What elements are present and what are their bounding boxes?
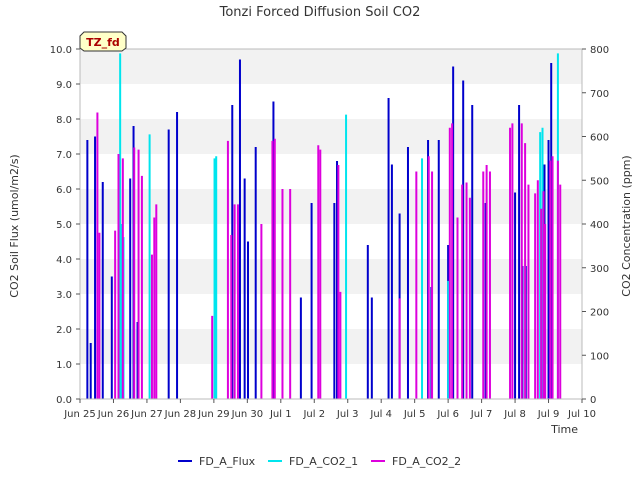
y2-tick-label: 200 bbox=[590, 308, 609, 319]
y-tick-label: 4.0 bbox=[56, 255, 72, 266]
y2-tick-label: 100 bbox=[590, 351, 609, 362]
legend-item: FD_A_CO2_1 bbox=[268, 455, 358, 468]
x-axis-ticks: Jun 25 Jun 26 Jun 27 Jun 28 Jun 29 Jun 30 Jul … bbox=[63, 399, 596, 420]
y2-tick-label: 500 bbox=[590, 176, 609, 187]
y-tick-label: 7.0 bbox=[56, 150, 72, 161]
legend-item: FD_A_CO2_2 bbox=[371, 455, 461, 468]
y-tick-label: 8.0 bbox=[56, 115, 72, 126]
y2-tick-label: 800 bbox=[590, 45, 609, 56]
background-band bbox=[80, 119, 582, 154]
y-tick-label: 6.0 bbox=[56, 185, 72, 196]
background-band bbox=[80, 49, 582, 84]
tag-box bbox=[79, 31, 127, 52]
y2-tick-label: 700 bbox=[590, 89, 609, 100]
x-tick-label: Jul 2 bbox=[302, 409, 325, 420]
legend-label: FD_A_CO2_1 bbox=[289, 455, 358, 468]
y2-axis-ticks: 0 100 200 300 400 500 600 700 800 bbox=[582, 45, 609, 406]
x-tick-label: Jul 10 bbox=[567, 409, 596, 420]
y-tick-label: 2.0 bbox=[56, 325, 72, 336]
background-band bbox=[80, 189, 582, 224]
y-axis-ticks: 0.0 1.0 2.0 3.0 4.0 5.0 6.0 7.0 8.0 9.0 10.0 bbox=[50, 45, 80, 406]
x-tick-label: Jul 3 bbox=[336, 409, 359, 420]
y-tick-label: 1.0 bbox=[56, 360, 72, 371]
data-bars bbox=[86, 53, 562, 399]
tz-fd-tag: TZ_fd bbox=[79, 31, 127, 52]
legend-label: FD_A_Flux bbox=[199, 455, 256, 468]
x-axis-label: Time bbox=[550, 423, 578, 436]
x-tick-label: Jul 1 bbox=[269, 409, 292, 420]
x-tick-label: Jul 5 bbox=[403, 409, 426, 420]
y-tick-label: 0.0 bbox=[56, 395, 72, 406]
y2-tick-label: 0 bbox=[590, 395, 596, 406]
x-tick-label: Jun 27 bbox=[130, 409, 163, 420]
legend-label: FD_A_CO2_2 bbox=[392, 455, 461, 468]
x-tick-label: Jul 9 bbox=[537, 409, 560, 420]
y2-tick-label: 300 bbox=[590, 264, 609, 275]
y-axis-label: CO2 Soil Flux (umol/m2/s) bbox=[8, 154, 21, 297]
y-tick-label: 3.0 bbox=[56, 290, 72, 301]
tag-label: TZ_fd bbox=[86, 36, 120, 49]
y2-tick-label: 400 bbox=[590, 220, 609, 231]
x-tick-label: Jun 30 bbox=[231, 409, 264, 420]
background-bands bbox=[80, 49, 582, 399]
x-tick-label: Jul 6 bbox=[436, 409, 459, 420]
x-tick-label: Jun 26 bbox=[97, 409, 130, 420]
background-band bbox=[80, 259, 582, 294]
x-tick-label: Jun 28 bbox=[164, 409, 197, 420]
y2-axis-label: CO2 Concentration (ppm) bbox=[620, 155, 633, 296]
chart-title: Tonzi Forced Diffusion Soil CO2 bbox=[219, 5, 421, 20]
y-tick-label: 10.0 bbox=[50, 45, 72, 56]
background-band bbox=[80, 329, 582, 364]
x-tick-label: Jul 4 bbox=[369, 409, 392, 420]
x-tick-label: Jul 7 bbox=[470, 409, 493, 420]
x-tick-label: Jun 25 bbox=[63, 409, 96, 420]
y-tick-label: 9.0 bbox=[56, 80, 72, 91]
x-tick-label: Jul 8 bbox=[503, 409, 526, 420]
y2-tick-label: 600 bbox=[590, 133, 609, 144]
y-tick-label: 5.0 bbox=[56, 220, 72, 231]
x-tick-label: Jun 29 bbox=[197, 409, 230, 420]
legend-item: FD_A_Flux bbox=[178, 455, 256, 468]
legend: FD_A_Flux FD_A_CO2_1 FD_A_CO2_2 bbox=[178, 455, 461, 468]
